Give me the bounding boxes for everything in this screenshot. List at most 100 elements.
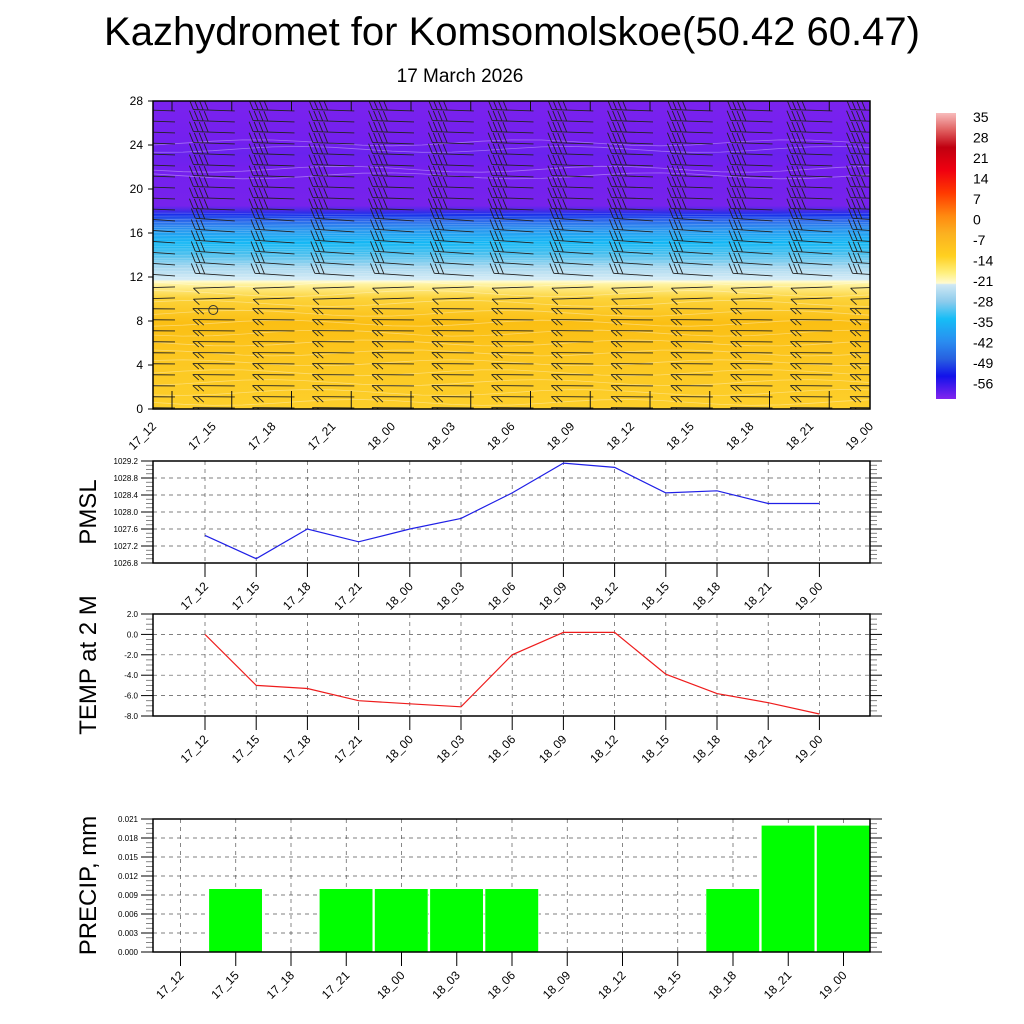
wind-barb-feather (250, 230, 256, 241)
wind-barb-staff (153, 131, 176, 134)
wind-barb-feather (368, 165, 374, 176)
wind-barb-feather (429, 230, 435, 241)
wind-barb-feather (786, 143, 792, 154)
wind-barb-staff (790, 164, 833, 167)
wind-barb-feather (491, 298, 499, 306)
wind-barb-feather (368, 121, 374, 132)
wind-barb-feather (442, 122, 448, 133)
wind-barb-feather (311, 396, 319, 403)
wind-barb-staff (551, 153, 594, 156)
wind-barb-feather (737, 208, 743, 220)
wind-barb-feather (849, 341, 857, 348)
wind-barb-feather (796, 187, 802, 199)
wind-barb-feather (378, 187, 383, 199)
wind-barb-feather (136, 242, 140, 252)
wind-barb-feather (368, 176, 374, 187)
wind-barb-feather (138, 331, 144, 337)
wind-barb-feather (612, 143, 618, 154)
wind-barb-feather (319, 230, 325, 242)
x-tick-label: 19_00 (792, 732, 826, 766)
wind-barb-feather (492, 165, 498, 176)
wind-barb-feather (144, 199, 148, 209)
contour-line (153, 359, 870, 366)
wind-barb-staff (432, 297, 474, 300)
wind-barb-feather (557, 187, 563, 199)
wind-barb-feather (439, 230, 445, 242)
wind-barb-feather (263, 111, 269, 122)
wind-barb-feather (851, 154, 857, 165)
y-tick-label: 2.0 (127, 610, 139, 619)
wind-barb-feather (857, 241, 863, 253)
wind-barb-feather (315, 263, 320, 274)
wind-barb-staff (153, 230, 176, 233)
wind-barb-feather (259, 241, 265, 253)
wind-barb-feather (255, 263, 261, 274)
wind-barb-feather (860, 166, 866, 177)
precip-bar (374, 888, 429, 953)
wind-barb-feather (621, 111, 627, 122)
wind-barb-feather (497, 187, 503, 199)
wind-barb-staff (850, 109, 870, 111)
wind-barb-staff (372, 297, 415, 300)
y-tick-label: 1027.2 (114, 542, 139, 551)
wind-barb-feather (323, 111, 329, 122)
wind-barb-staff (492, 153, 534, 156)
x-tick-label: 17_21 (319, 968, 353, 1002)
precip-bar (705, 888, 760, 953)
wind-barb-feather (315, 252, 320, 263)
wind-barb-feather (731, 143, 737, 154)
wind-barb-feather (502, 111, 508, 122)
wind-barb-feather (788, 219, 794, 230)
wind-barb-staff (732, 217, 773, 222)
wind-barb-feather (788, 208, 794, 219)
wind-barb-feather (497, 176, 503, 188)
wind-barb-feather (203, 122, 209, 133)
wind-barb-staff (254, 217, 295, 222)
wind-barb-feather (666, 176, 672, 187)
wind-barb-feather (132, 241, 136, 251)
wind-barb-feather (371, 330, 379, 337)
wind-barb-feather (730, 308, 737, 315)
wind-barb-staff (850, 208, 870, 210)
wind-barb-feather (316, 319, 324, 326)
wind-barb-feather (851, 132, 857, 143)
y-axis-title: TEMP at 2 M (75, 595, 102, 735)
wind-barb-feather (797, 219, 803, 231)
wind-barb-feather (607, 198, 613, 209)
wind-barb-feather (668, 263, 674, 274)
wind-barb-feather (431, 396, 439, 403)
wind-barb-feather (788, 241, 794, 252)
wind-barb-feather (801, 199, 807, 210)
wind-barb-feather (786, 154, 792, 165)
wind-barb-feather (252, 352, 259, 359)
chart-title: Kazhydromet for Komsomolskoe(50.42 60.47… (104, 10, 920, 54)
wind-barb-feather (801, 177, 807, 188)
wind-barb-feather (860, 133, 866, 144)
wind-barb-staff (193, 142, 235, 145)
x-tick-label: 17_18 (280, 579, 314, 613)
wind-barb-feather (319, 263, 325, 275)
wind-barb-feather (257, 385, 264, 392)
wind-barb-feather (547, 154, 553, 165)
wind-barb-feather (494, 208, 500, 219)
wind-barb-feather (609, 263, 614, 274)
x-tick-label: 18_15 (638, 579, 672, 613)
wind-barb-feather (741, 177, 747, 188)
wind-barb-feather (491, 374, 498, 381)
x-tick-label: 17_12 (153, 968, 187, 1002)
wind-barb-feather (668, 230, 674, 241)
wind-barb-feather (788, 252, 794, 263)
wind-barb-feather (437, 165, 443, 177)
wind-barb-feather (431, 385, 439, 392)
wind-barb-staff (852, 228, 870, 231)
precip-bar (318, 888, 374, 953)
wind-barb-staff (850, 186, 870, 188)
wind-barb-feather (496, 308, 503, 315)
y-tick-label: 0.021 (118, 815, 139, 824)
x-tick-label: 18_15 (650, 968, 684, 1002)
wind-barb-feather (198, 154, 204, 166)
wind-barb-feather (382, 144, 388, 155)
wind-barb-feather (854, 341, 862, 348)
y-axis-title: PMSL (75, 479, 102, 544)
